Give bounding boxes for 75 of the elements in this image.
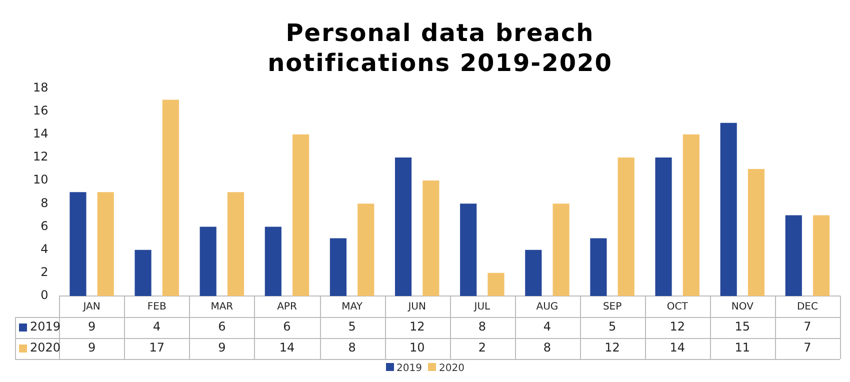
bar	[488, 272, 504, 296]
x-tick-label: JUN	[407, 302, 426, 313]
data-label: 9	[88, 320, 96, 334]
bar	[200, 226, 216, 296]
y-tick-label: 16	[32, 103, 48, 118]
data-label: 8	[348, 340, 356, 355]
bar	[134, 250, 152, 296]
data-label: 17	[149, 340, 164, 355]
bar	[525, 250, 542, 296]
bar	[655, 157, 672, 296]
y-tick-label: 18	[32, 80, 48, 94]
text: 2019	[396, 363, 422, 374]
data-label: 4	[543, 320, 552, 334]
bar	[264, 226, 282, 296]
data-label: 5	[608, 320, 616, 334]
y-tick-label: 0	[40, 288, 48, 302]
bar	[813, 215, 830, 296]
bar	[618, 157, 634, 296]
y-tick-label: 12	[32, 150, 48, 164]
y-tick-label: 2	[40, 265, 48, 280]
x-tick-label: OCT	[666, 302, 689, 313]
x-tick-label: FEB	[147, 302, 166, 313]
data-label: 14	[279, 340, 295, 355]
bar	[162, 100, 179, 296]
x-tick-label: DEC	[796, 302, 818, 313]
data-label: 8	[543, 340, 552, 355]
data-label: 9	[218, 340, 226, 355]
y-tick-label: 14	[32, 126, 48, 141]
bar	[422, 180, 440, 296]
text: 2020	[439, 363, 464, 374]
bar	[590, 238, 607, 296]
legend-label: 2020	[30, 340, 61, 355]
bar	[682, 134, 700, 296]
x-tick-label: JAN	[82, 302, 100, 313]
data-label: 2	[478, 340, 486, 355]
bar	[720, 122, 737, 296]
bar	[97, 192, 114, 296]
bar	[358, 204, 374, 296]
x-tick-label: MAY	[342, 302, 364, 313]
bar	[552, 204, 570, 296]
data-label: 7	[804, 340, 812, 355]
y-tick-label: 10	[32, 172, 48, 187]
data-label: 10	[409, 340, 425, 355]
legend-label: 2019	[30, 320, 61, 334]
chart-title: Personal data breach notifications 2019-2020	[266, 18, 614, 78]
bar	[227, 192, 244, 296]
x-tick-label: NOV	[731, 302, 754, 313]
bar	[785, 215, 802, 296]
data-label: 6	[218, 320, 226, 334]
x-tick-label: APR	[277, 302, 297, 313]
x-tick-label: AUG	[536, 302, 558, 313]
data-label: 12	[604, 340, 620, 355]
bar	[460, 204, 477, 296]
y-tick-label: 4	[40, 242, 48, 256]
bar	[70, 192, 86, 296]
data-label: 5	[348, 320, 356, 334]
bar	[394, 157, 412, 296]
data-label: 9	[88, 340, 96, 355]
data-label: 14	[670, 340, 685, 355]
data-label: 12	[409, 320, 425, 334]
y-tick-label: 8	[40, 196, 48, 210]
data-label: 6	[283, 320, 291, 334]
x-tick-label: JUL	[473, 302, 491, 313]
data-label: 12	[670, 320, 685, 334]
x-tick-label: MAR	[210, 302, 234, 313]
y-tick-label: 6	[40, 218, 48, 233]
bar	[748, 169, 765, 296]
bar	[330, 238, 347, 296]
data-label: 4	[153, 320, 161, 334]
data-label: 15	[734, 320, 750, 334]
bar	[292, 134, 310, 296]
x-tick-label: SEP	[602, 302, 622, 313]
data-label: 11	[734, 340, 750, 355]
data-label: 7	[804, 320, 812, 334]
data-label: 8	[478, 320, 486, 334]
